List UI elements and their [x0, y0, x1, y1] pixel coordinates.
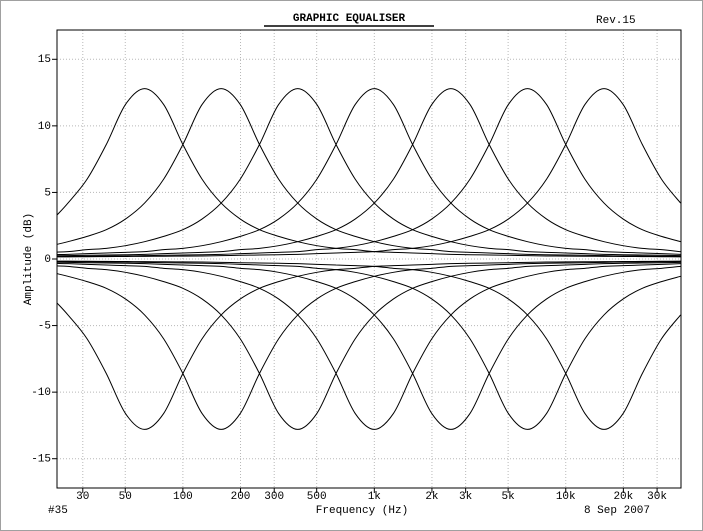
x-axis-label: Frequency (Hz) — [316, 505, 408, 517]
eq-curve — [57, 88, 681, 258]
eq-curve — [57, 88, 681, 258]
y-tick-label: 0 — [44, 254, 51, 266]
eq-curve — [57, 261, 681, 430]
eq-curve — [57, 260, 681, 430]
eq-curve — [57, 261, 681, 430]
y-axis-label: Amplitude (dB) — [23, 213, 35, 305]
x-tick-label: 2k — [425, 491, 439, 503]
eq-curve — [57, 88, 681, 257]
x-tick-label: 300 — [264, 491, 284, 503]
y-tick-label: 15 — [38, 54, 51, 66]
x-tick-label: 20k — [613, 491, 633, 503]
y-tick-label: -15 — [31, 454, 51, 466]
eq-curve — [57, 262, 681, 430]
eq-curve — [57, 260, 681, 430]
plot-frame — [56, 29, 682, 489]
x-tick-label: 30 — [76, 491, 89, 503]
x-tick-label: 100 — [173, 491, 193, 503]
x-tick-label: 50 — [119, 491, 132, 503]
x-tick-label: 5k — [502, 491, 516, 503]
eq-curve — [57, 261, 681, 430]
x-tick-label: 200 — [231, 491, 251, 503]
x-tick-label: 500 — [307, 491, 327, 503]
eq-curve — [57, 261, 681, 430]
y-tick-label: -10 — [31, 387, 51, 399]
chart-title: GRAPHIC EQUALISER — [293, 13, 406, 25]
x-tick-label: 10k — [556, 491, 576, 503]
date: 8 Sep 2007 — [584, 505, 650, 517]
x-tick-label: 3k — [459, 491, 473, 503]
eq-curve — [57, 88, 681, 257]
eq-curve — [57, 88, 681, 257]
x-tick-label: 30k — [647, 491, 667, 503]
eq-curve — [57, 88, 681, 256]
y-tick-label: 5 — [44, 187, 51, 199]
y-tick-label: 10 — [38, 121, 51, 133]
revision: Rev.15 — [596, 15, 636, 27]
x-tick-label: 1k — [368, 491, 382, 503]
y-tick-label: -5 — [38, 320, 51, 332]
plot-number: #35 — [48, 505, 68, 517]
eq-curve — [57, 88, 681, 257]
